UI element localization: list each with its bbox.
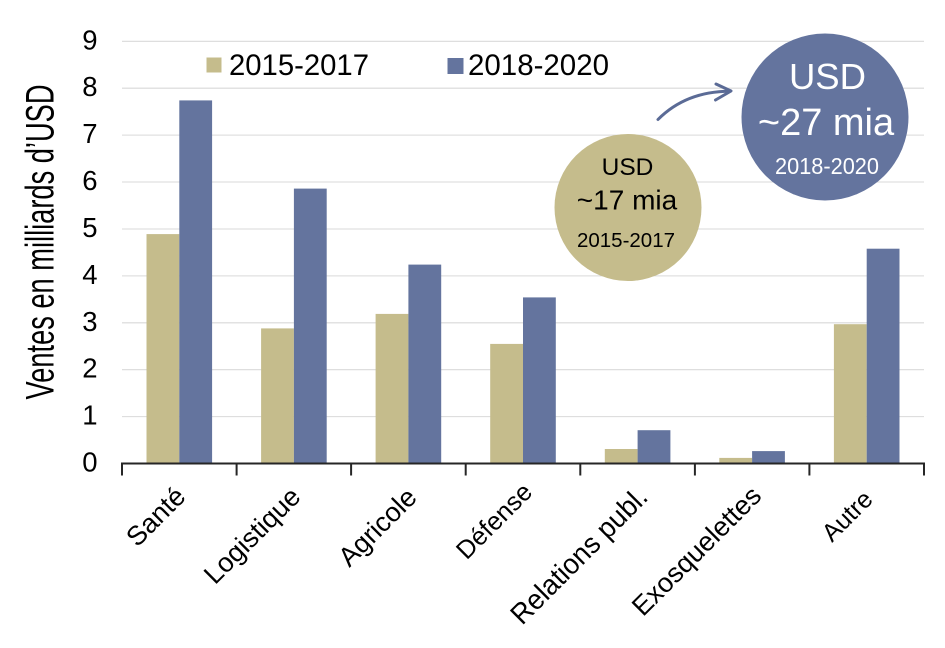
svg-text:7: 7 [82, 118, 97, 149]
svg-text:2015-2017: 2015-2017 [229, 49, 369, 82]
svg-text:5: 5 [82, 212, 97, 243]
svg-text:0: 0 [82, 447, 97, 478]
svg-text:8: 8 [82, 71, 97, 102]
svg-text:2015-2017: 2015-2017 [577, 229, 675, 252]
svg-text:3: 3 [82, 306, 97, 337]
svg-text:2: 2 [82, 353, 97, 384]
svg-text:4: 4 [82, 259, 97, 290]
svg-text:USD: USD [602, 154, 654, 181]
svg-text:2018-2020: 2018-2020 [468, 49, 609, 82]
svg-text:6: 6 [82, 165, 97, 196]
svg-text:~17 mia: ~17 mia [577, 185, 678, 216]
svg-text:USD: USD [789, 56, 866, 97]
svg-text:2018-2020: 2018-2020 [775, 153, 879, 179]
svg-text:Ventes en milliards d’USD: Ventes en milliards d’USD [19, 85, 63, 400]
svg-text:9: 9 [82, 24, 97, 55]
svg-text:1: 1 [82, 400, 97, 431]
svg-text:~27 mia: ~27 mia [758, 102, 895, 144]
